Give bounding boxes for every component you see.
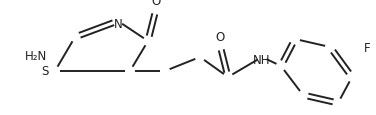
Text: O: O: [215, 31, 224, 44]
Text: N: N: [114, 18, 122, 31]
Text: O: O: [152, 0, 161, 8]
Text: NH: NH: [253, 54, 271, 66]
Text: H₂N: H₂N: [25, 49, 47, 62]
Text: F: F: [364, 41, 371, 54]
Text: S: S: [42, 64, 49, 77]
